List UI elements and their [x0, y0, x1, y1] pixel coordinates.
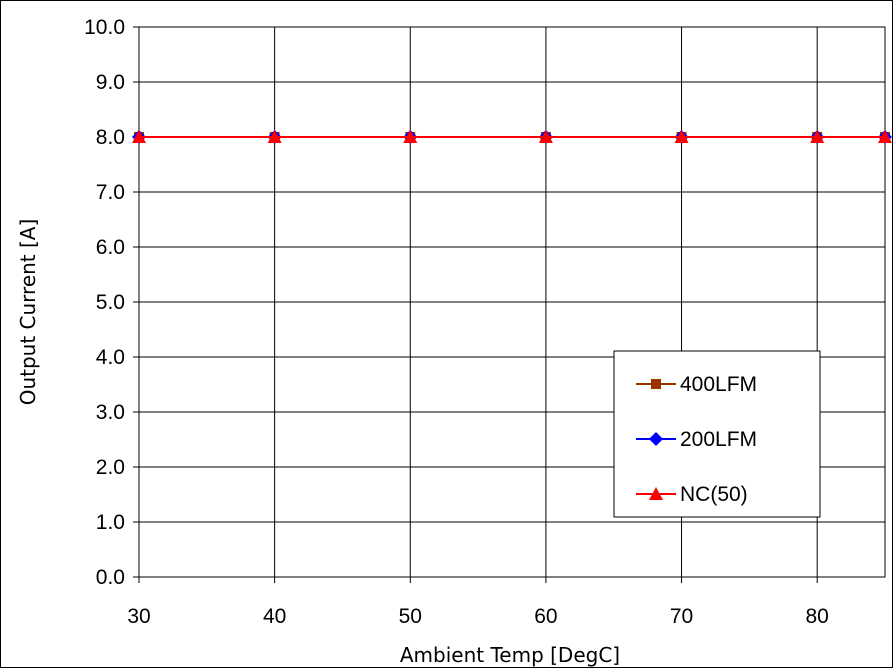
y-tick-label: 7.0: [96, 181, 125, 204]
y-tick-label: 3.0: [96, 401, 125, 424]
legend-marker-200lfm: [649, 432, 663, 446]
y-tick-label: 4.0: [96, 346, 125, 369]
legend-item-400lfm: 400LFM: [636, 373, 757, 396]
y-tick-label: 10.0: [84, 16, 125, 39]
x-tick-label: 70: [670, 605, 693, 628]
legend-marker-400lfm: [651, 379, 661, 389]
legend-marker-nc-50: [649, 487, 663, 500]
x-axis-title: Ambient Temp [DegC]: [400, 643, 620, 667]
legend-label-400lfm: 400LFM: [680, 373, 757, 396]
x-tick-label: 40: [263, 605, 286, 628]
legend-item-200lfm: 200LFM: [636, 428, 757, 451]
data-point-nc-50: [674, 130, 689, 143]
y-tick-label: 6.0: [96, 236, 125, 259]
y-tick-label: 9.0: [96, 71, 125, 94]
y-tick-label: 8.0: [96, 126, 125, 149]
y-tick-label: 5.0: [96, 291, 125, 314]
y-tick-label: 0.0: [96, 566, 125, 589]
y-tick-label: 1.0: [96, 511, 125, 534]
legend-label-nc-50: NC(50): [680, 483, 748, 506]
legend-box: [613, 350, 821, 518]
legend-label-200lfm: 200LFM: [680, 428, 757, 451]
data-point-nc-50: [132, 130, 146, 143]
data-point-nc-50: [538, 130, 553, 143]
series: [132, 130, 892, 144]
data-point-nc-50: [878, 130, 892, 143]
y-axis-ticks: 0.0 1.0 2.0 3.0 4.0 5.0 6.0 7.0 8.0 9.0 10.0: [84, 16, 139, 589]
legend-item-nc-50: NC(50): [636, 483, 748, 506]
data-point-nc-50: [810, 130, 825, 143]
y-tick-label: 2.0: [96, 456, 125, 479]
data-point-nc-50: [403, 130, 418, 143]
x-tick-label: 30: [127, 605, 150, 628]
legend: 400LFM 200LFM NC(50): [613, 350, 821, 518]
y-axis-title: Output Current [A]: [16, 219, 40, 406]
data-point-nc-50: [267, 130, 282, 143]
x-tick-label: 80: [806, 605, 829, 628]
x-axis-ticks: 30 40 50 60 70 80: [127, 577, 829, 628]
x-tick-label: 50: [399, 605, 422, 628]
series-nc-50: [132, 130, 892, 143]
x-tick-label: 60: [534, 605, 557, 628]
